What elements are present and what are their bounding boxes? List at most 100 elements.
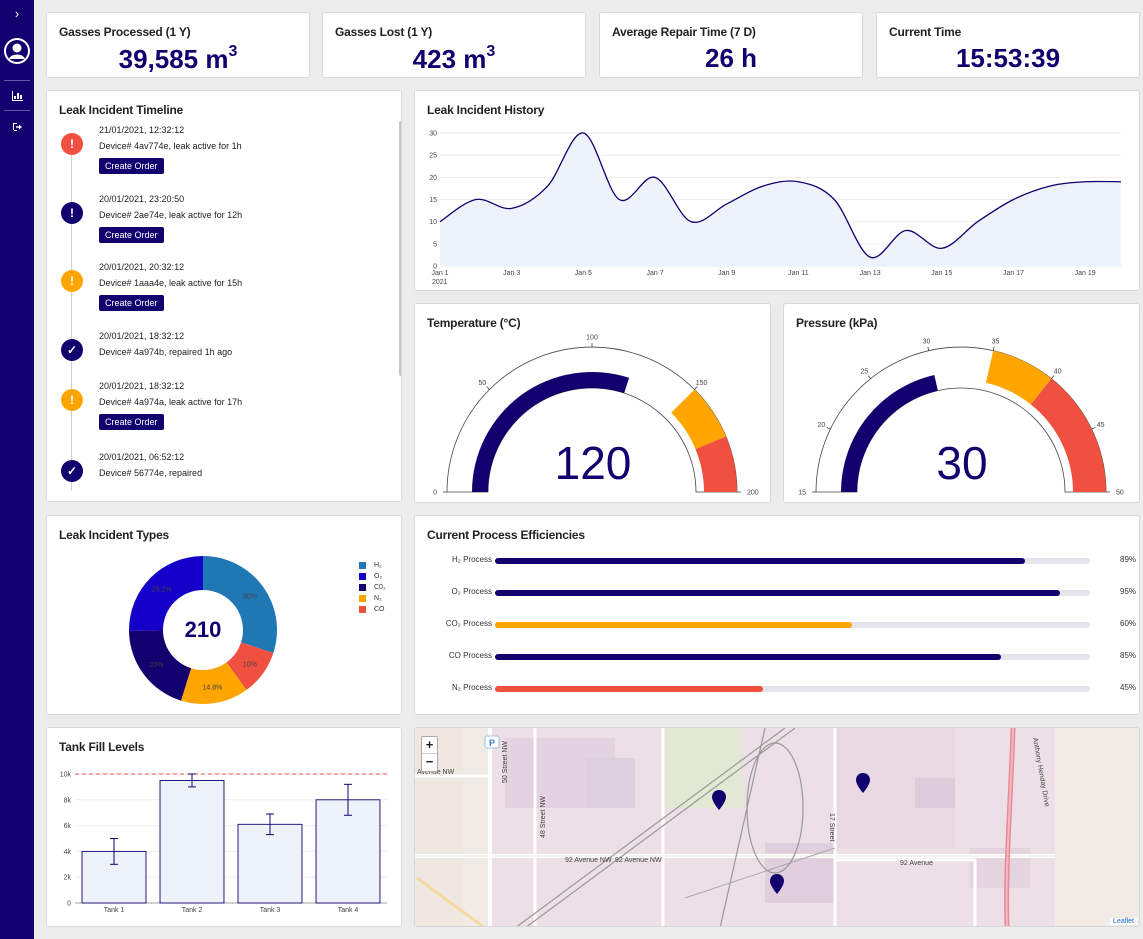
timeline-date: 20/01/2021, 18:32:12 [99,331,185,341]
efficiency-percent: 89% [1120,555,1137,564]
efficiency-row: CO₂ Process 60% [415,616,1140,636]
create-order-button[interactable]: Create Order [99,414,164,430]
legend-item[interactable]: H₂ [359,560,386,571]
map-attribution[interactable]: Leaflet [1109,918,1137,925]
chevron-right-icon[interactable]: › [14,5,20,21]
tank-bar [81,850,147,904]
efficiency-percent: 85% [1120,651,1137,660]
card-title: Leak Incident Timeline [59,103,184,117]
logout-icon[interactable] [0,120,34,134]
svg-text:17 Street: 17 Street [828,813,835,841]
donut-slice-label: 14.8% [203,685,223,692]
gauge-tick [992,346,995,351]
y-tick-label: 15 [429,197,437,204]
map-pin-icon[interactable] [856,773,870,793]
tank-fill-levels-card: Tank Fill Levels 0 2k 4k 6k 8k 10k Tank 1 Tank … [46,727,402,927]
kpi-value: 39,585 m3 [118,43,238,74]
efficiency-track [495,590,1090,596]
gauge-tick-label: 25 [860,368,868,375]
y-tick-label: 10 [429,219,437,226]
pressure-gauge: 15 20 25 30 35 40 45 50 [798,338,1124,496]
process-efficiencies-card: Current Process Efficiencies H₂ Process 8… [414,515,1140,715]
tank-fill-chart: 0 2k 4k 6k 8k 10k Tank 1 Tank 2 Tank 3 Tank 4 [60,772,387,914]
tank-bar [159,780,225,904]
kpi-current-time: Current Time 15:53:39 [876,12,1140,78]
efficiency-percent: 95% [1120,587,1137,596]
gauge-tick-label: 20 [817,422,825,429]
efficiency-row: CO Process 85% [415,648,1140,668]
kpi-label: Average Repair Time (7 D) [612,25,756,39]
create-order-button[interactable]: Create Order [99,158,164,174]
x-tick-label: Jan 11 [788,270,809,277]
legend-swatch [359,573,366,580]
gauge-tick-label: 150 [696,380,708,387]
efficiency-fill [495,558,1025,564]
gauge-tick-label: 40 [1054,368,1062,375]
gauge-tick [927,346,930,351]
alert-icon: ! [61,389,83,411]
y-tick-label: 0 [67,901,71,908]
map-pin-icon[interactable] [770,874,784,894]
legend-swatch [359,595,366,602]
efficiency-track [495,686,1090,692]
leak-incident-types-card: Leak Incident Types 30% 10% 14.8% 20% 25.2% … [46,515,402,715]
legend-swatch [359,606,366,613]
efficiency-percent: 45% [1120,683,1137,692]
bar-chart-icon[interactable] [0,88,34,104]
x-tick-label: Jan 15 [931,270,952,277]
map-pin-icon[interactable] [712,790,726,810]
timeline-date: 20/01/2021, 06:52:12 [99,452,185,462]
legend-label: N₂ [374,595,382,602]
x-tick-label: Tank 4 [338,907,359,914]
gauge-warning-band [985,350,1052,405]
zoom-in-button[interactable]: + [422,737,437,754]
gauge-warning-band [671,389,726,450]
history-area [440,132,1121,266]
efficiency-track [495,654,1090,660]
timeline-scrollbar[interactable] [399,121,401,376]
efficiency-row: N₂ Process 45% [415,680,1140,700]
zoom-out-button[interactable]: − [425,754,434,769]
gauge-tick-label: 0 [433,490,437,497]
y-tick-label: 6k [64,823,72,830]
legend-item[interactable]: CO [359,604,386,615]
temperature-gauge: 0 50 100 150 200 [433,335,759,497]
check-icon: ✓ [61,339,83,361]
svg-text:Avenue NW: Avenue NW [417,769,455,776]
gauge-tick-label: 50 [479,380,487,387]
timeline-date: 20/01/2021, 20:32:12 [99,262,185,272]
kpi-label: Gasses Processed (1 Y) [59,25,191,39]
timeline-line [71,141,72,491]
create-order-button[interactable]: Create Order [99,227,164,243]
gauge-tick [694,386,698,390]
create-order-button[interactable]: Create Order [99,295,164,311]
efficiency-row: O₂ Process 95% [415,584,1140,604]
kpi-value: 15:53:39 [955,43,1061,73]
card-title: Temperature (°C) [427,316,521,330]
leak-history-chart: 0 5 10 15 20 25 30 Jan 1 Jan 3 Jan 5 Jan 7 Jan 9 Jan… [429,131,1122,286]
x-year-label: 2021 [432,279,448,286]
pressure-card: Pressure (kPa) 15 20 25 30 35 40 45 50 30 [783,303,1140,503]
y-tick-label: 8k [64,797,72,804]
timeline-description: Device# 4a974b, repaired 1h ago [99,347,233,357]
y-tick-label: 25 [429,153,437,160]
card-title: Leak Incident History [427,103,545,117]
efficiency-row: H₂ Process 89% [415,552,1140,572]
device-map[interactable]: P 92 Avenue NW 92 Avenue NW 92 Avenue Av… [414,727,1140,927]
kpi-average-repair-time: Average Repair Time (7 D) 26 h [599,12,863,78]
legend-item[interactable]: N₂ [359,593,386,604]
svg-text:92 Avenue NW: 92 Avenue NW [615,857,662,864]
y-tick-label: 10k [60,772,72,779]
tank-bar [315,799,381,904]
user-avatar-icon[interactable] [0,36,34,66]
efficiency-label: H₂ Process [451,555,492,564]
legend-item[interactable]: C0₂ [359,582,386,593]
efficiency-fill [495,590,1061,596]
efficiency-track [495,558,1090,564]
temperature-card: Temperature (°C) 0 50 100 150 200 120 [414,303,771,503]
card-title: Tank Fill Levels [59,740,145,754]
efficiency-fill [495,686,763,692]
card-title: Leak Incident Types [59,528,170,542]
leak-incident-history-card: Leak Incident History 0 5 10 15 20 25 30 Jan 1 J… [414,90,1140,291]
legend-item[interactable]: O₂ [359,571,386,582]
